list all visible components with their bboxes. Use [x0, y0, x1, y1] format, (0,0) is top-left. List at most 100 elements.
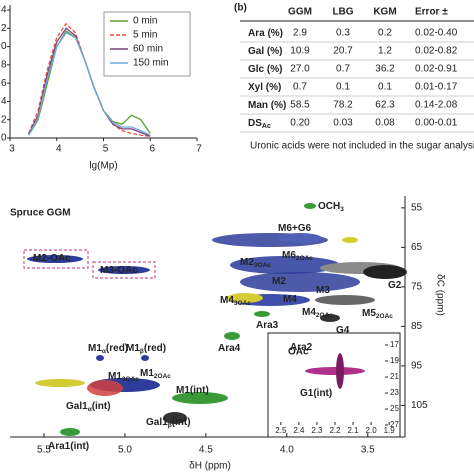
peak-label-text: M1(int) — [176, 385, 209, 396]
peak-label-text: M6+G6 — [278, 223, 312, 234]
peak-label: M42OAc — [302, 307, 333, 319]
peak-label-text: G4 — [336, 325, 350, 336]
y-tick-label: 4 — [1, 96, 7, 107]
peak-label-text: M2 — [272, 276, 286, 287]
peak-label-text: G1(int) — [300, 388, 332, 399]
peak-label-sub: α — [88, 406, 92, 413]
legend-label: 60 min — [133, 44, 163, 55]
table-cell: 0.2 — [378, 28, 392, 39]
peak-label: M4 — [283, 294, 297, 305]
peak-label-text: M1 — [126, 343, 140, 354]
table-cell: 0.14-2.08 — [415, 100, 458, 111]
peak-label-text: M4 — [283, 294, 297, 305]
peak-label: Ara3 — [256, 320, 279, 331]
peak-label-sub: 2OAc — [316, 312, 333, 319]
legend-label: 5 min — [133, 30, 157, 41]
row-label-text: Ara (%) — [248, 28, 283, 39]
table-cell: 20.7 — [333, 46, 353, 57]
table-header: GGM — [288, 7, 312, 18]
y-tick-label: 2 — [1, 23, 7, 34]
peak-label-text: M4 — [302, 307, 316, 318]
peak-label-sub: 2OAc — [296, 255, 313, 262]
table-cell: 0.03 — [333, 118, 353, 129]
peak-label: M6+G6 — [278, 223, 312, 234]
table-header: LBG — [332, 7, 353, 18]
peak-label: M1(int) — [176, 385, 209, 396]
peak-label-tail: (red) — [106, 343, 128, 354]
table-header: Error ± — [415, 7, 448, 18]
peak-label-text: M4 — [220, 295, 234, 306]
peak-label-text: OCH — [318, 201, 340, 212]
peak-label: Gal1β(int) — [146, 417, 191, 429]
inset-x-tick-label: 2.1 — [347, 426, 359, 435]
table-cell: 2.9 — [293, 28, 307, 39]
y-tick-label: 0 — [1, 133, 7, 144]
x-tick-label: 5.5 — [37, 445, 51, 456]
x-tick-label: 7 — [196, 144, 202, 155]
peak-label: G1(int) — [300, 388, 332, 399]
panel-label: (b) — [234, 3, 247, 14]
inset-frame — [267, 332, 401, 438]
peak-label-text: M3 — [316, 285, 330, 296]
inset-peak — [305, 367, 365, 375]
x-axis-label: lg(Mp) — [89, 161, 117, 172]
inset-y-tick-label: 19 — [390, 356, 399, 365]
table-cell: 1.2 — [378, 46, 392, 57]
inset-y-tick-label: 25 — [390, 404, 399, 413]
peak-label-sub: 2OAc — [376, 313, 393, 320]
y-tick-label: 4 — [1, 5, 7, 16]
inset-x-tick-label: 1.9 — [384, 426, 396, 435]
inset-x-tick-label: 2.2 — [329, 426, 341, 435]
x-tick-label: 3 — [9, 144, 15, 155]
peak-label-tail: (red) — [144, 343, 166, 354]
row-label: Ara (%) — [248, 28, 283, 39]
inset-x-tick-label: 2.4 — [293, 426, 305, 435]
peak-label-text: M2-OAc — [33, 253, 71, 264]
peak-label-sub: 3OAc — [254, 262, 271, 269]
x-tick-label: 6 — [149, 144, 155, 155]
peak-label-sub: β — [140, 348, 144, 355]
table-cell: 0.3 — [336, 28, 350, 39]
inset-x-tick-label: 2.3 — [311, 426, 323, 435]
inset-peak — [336, 353, 344, 389]
y-tick-label: 8 — [1, 59, 7, 70]
row-label-text: Glc (%) — [248, 64, 282, 75]
legend-label: 0 min — [133, 16, 157, 27]
series-line — [28, 32, 151, 136]
peak-label: M43OAc — [220, 295, 251, 307]
inset-y-tick-label: 21 — [390, 372, 399, 381]
y-tick-label: 105 — [411, 400, 428, 411]
inset-x-tick-label: 2.0 — [366, 426, 378, 435]
y-tick-label: 65 — [411, 242, 423, 253]
peak-label: M13OAc — [108, 371, 139, 383]
peak-label-text: M1 — [140, 368, 154, 379]
x-tick-label: 5.0 — [118, 445, 132, 456]
row-label: Xyl (%) — [248, 82, 281, 93]
peak-label: M1α(red) — [88, 343, 128, 355]
peak-label-text: M2 — [240, 257, 254, 268]
peak-label-tail: (int) — [172, 417, 191, 428]
peak-label: M52OAc — [362, 308, 393, 320]
inset-y-tick-label: 27 — [390, 420, 399, 429]
x-tick-label: 4.0 — [280, 445, 294, 456]
inset-label: OAc — [288, 347, 309, 358]
peak-label: Ara2 — [290, 342, 313, 353]
peak-label-text: Ara4 — [218, 343, 241, 354]
table-cell: 62.3 — [375, 100, 395, 111]
peak-label: M3-OAc — [100, 265, 138, 276]
peak-label: M12OAc — [140, 368, 171, 380]
peak-label-text: Gal1 — [66, 401, 88, 412]
row-label-text: Xyl (%) — [248, 82, 281, 93]
y-axis-label: δC (ppm) — [434, 274, 445, 316]
row-label: Man (%) — [248, 100, 286, 111]
x-axis-label: δH (ppm) — [189, 461, 231, 472]
table-cell: 0.02-0.91 — [415, 64, 458, 75]
table-cell: 0.08 — [375, 118, 395, 129]
row-label: Gal (%) — [248, 46, 282, 57]
table-cell: 0.01-0.17 — [415, 82, 458, 93]
peak-label-text: M3-OAc — [100, 265, 138, 276]
legend — [103, 11, 191, 77]
footnote: Uronic acids were not included in the su… — [250, 141, 474, 152]
table-cell: 36.2 — [375, 64, 395, 75]
